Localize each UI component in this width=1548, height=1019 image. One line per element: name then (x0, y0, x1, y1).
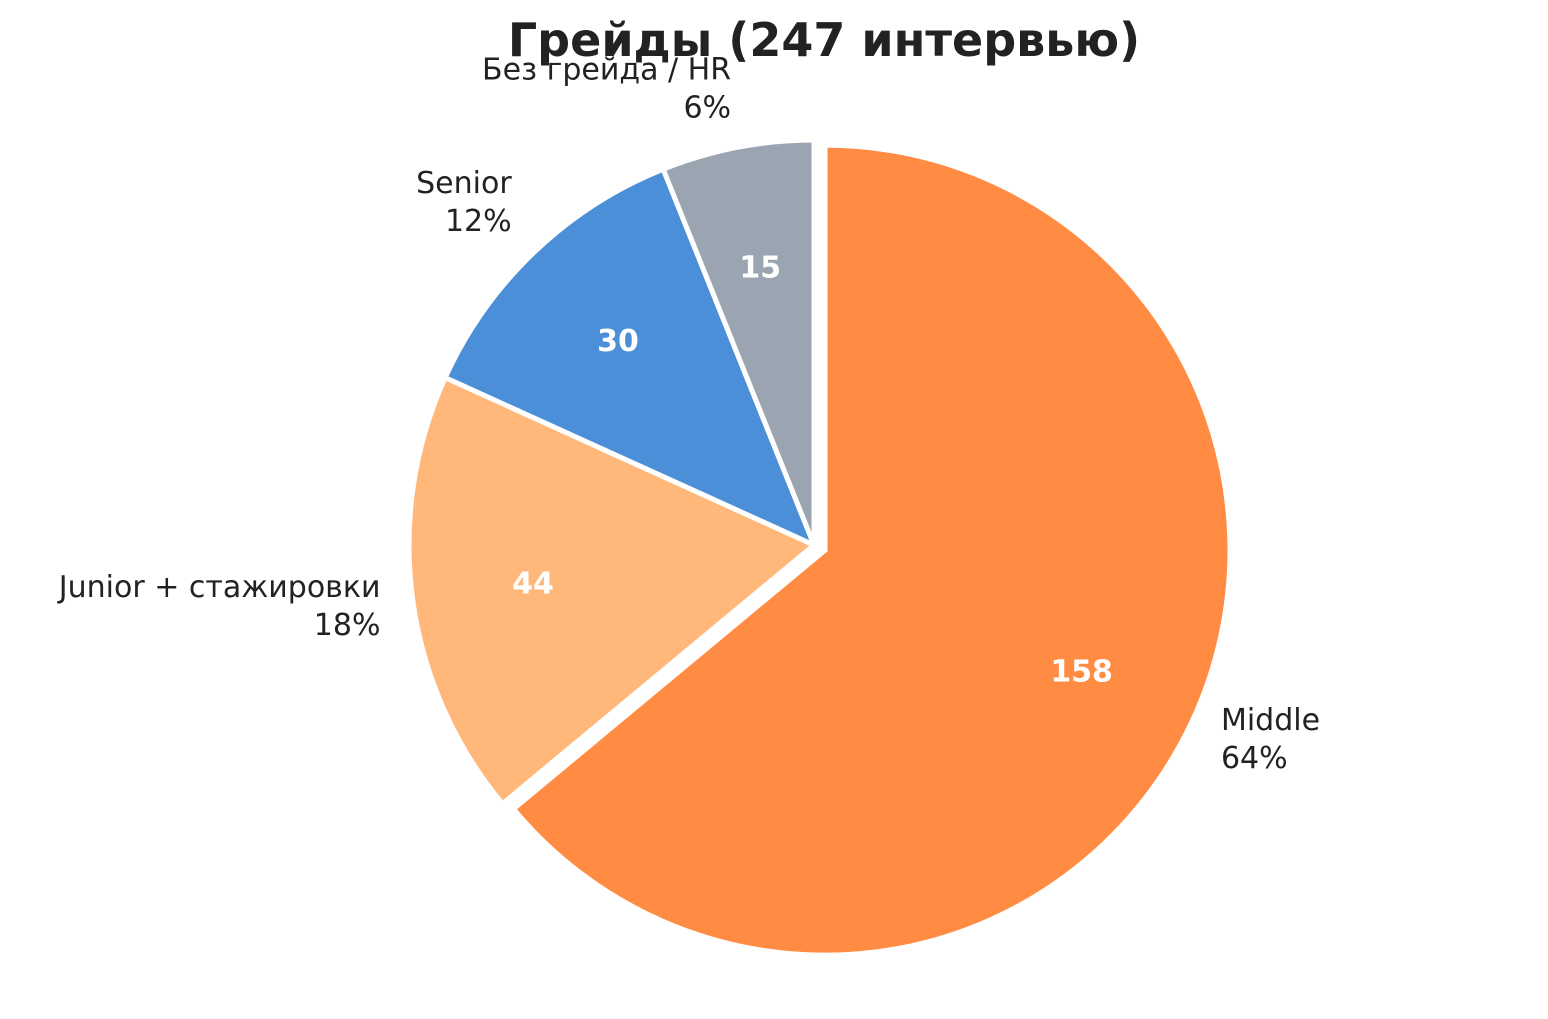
slice-percent-label: 18% (314, 608, 381, 643)
slice-labels: Middle 64% Junior + стажировки 18% Senior 12%… (57, 53, 1320, 776)
pie-slice-middle (509, 142, 1233, 958)
slice-percent-label: 12% (445, 204, 512, 239)
pie-slice-junior-стажировки (406, 374, 819, 808)
slice-label: Senior 12% (416, 166, 512, 239)
slice-percent-label: 6% (683, 91, 731, 126)
slice-category-label: Senior (416, 166, 512, 201)
slice-label: Middle 64% (1221, 703, 1320, 776)
pie-slices (406, 137, 1233, 958)
slice-value-label: 30 (597, 324, 639, 359)
slice-label: Без грейда / HR 6% (482, 53, 731, 126)
slice-category-label: Без грейда / HR (482, 53, 731, 88)
pie-slice-senior (441, 165, 819, 550)
slice-category-label: Junior + стажировки (57, 570, 381, 605)
pie-slice-без-грейда-hr (659, 137, 817, 546)
slice-category-label: Middle (1221, 703, 1320, 738)
chart-title: Грейды (247 интервью) (508, 13, 1140, 67)
slice-value-label: 158 (1050, 655, 1113, 690)
slice-percent-label: 64% (1221, 741, 1288, 776)
slice-value-label: 15 (739, 251, 781, 286)
slice-label: Junior + стажировки 18% (57, 570, 381, 643)
slice-value-labels: 158 44 30 15 (512, 251, 1113, 690)
slice-value-label: 44 (512, 567, 554, 602)
